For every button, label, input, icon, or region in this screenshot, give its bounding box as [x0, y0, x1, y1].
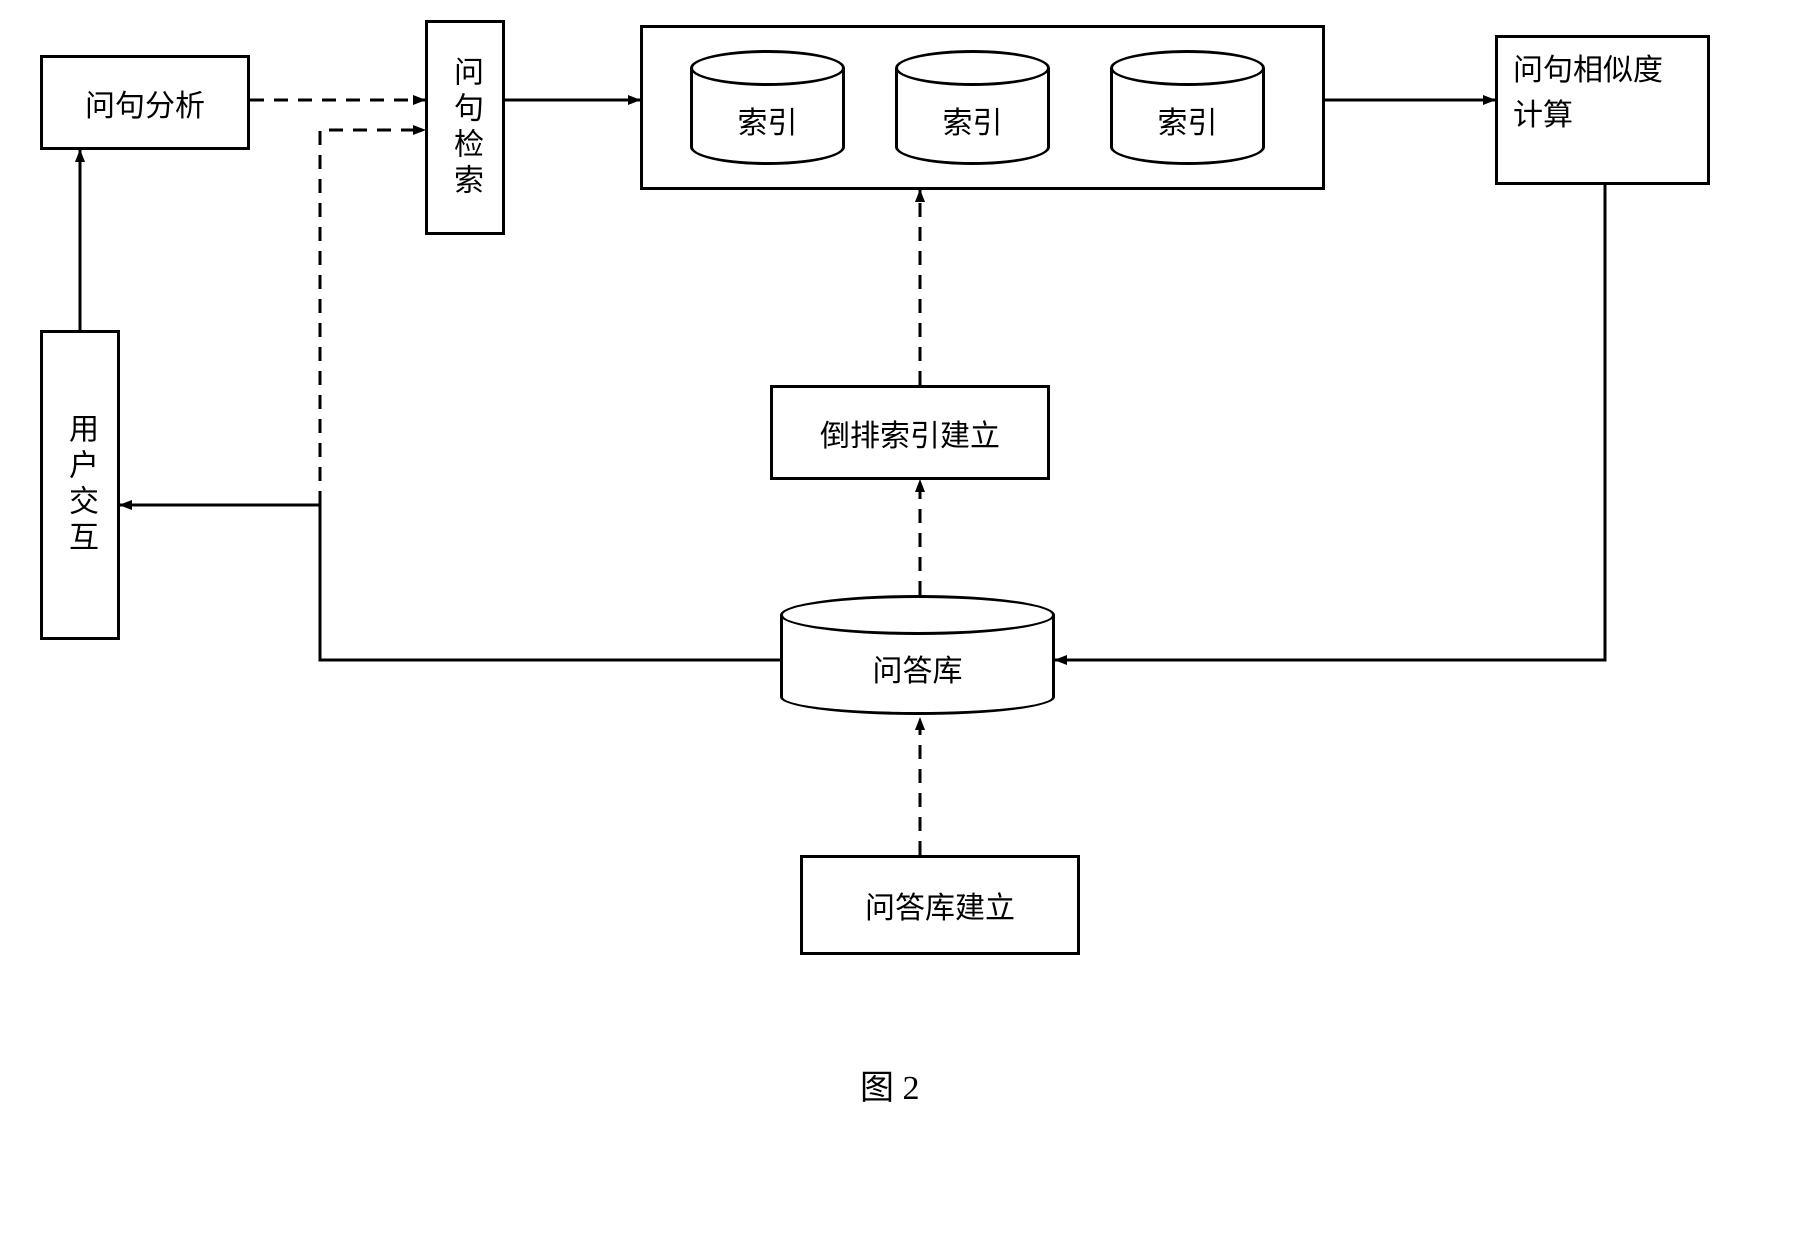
label-qa-db: 问答库: [873, 646, 963, 690]
edge-qadb-to-user: [120, 505, 780, 660]
label-question-retrieval: 问句检索: [443, 56, 487, 200]
figure-caption: 图 2: [860, 1060, 920, 1109]
node-similarity-calc: 问句相似度计算: [1495, 35, 1710, 185]
diagram-canvas: 用户交互 问句分析 问句检索 索引 索引 索引 问句相似度计算 倒排索引建立: [0, 0, 1793, 1234]
label-index-3: 索引: [1158, 98, 1218, 142]
label-similarity-calc: 问句相似度计算: [1513, 48, 1692, 138]
label-qa-db-build: 问答库建立: [865, 883, 1015, 927]
node-qa-db: 问答库: [780, 595, 1055, 715]
edge-branch-to-retrieval: [320, 130, 425, 505]
node-question-retrieval: 问句检索: [425, 20, 505, 235]
node-question-analysis: 问句分析: [40, 55, 250, 150]
edge-similarity-to-qadb: [1055, 185, 1605, 660]
node-qa-db-build: 问答库建立: [800, 855, 1080, 955]
label-index-1: 索引: [738, 98, 798, 142]
label-question-analysis: 问句分析: [85, 81, 205, 125]
node-index-1: 索引: [690, 50, 845, 165]
label-inverted-index: 倒排索引建立: [820, 411, 1000, 455]
node-index-3: 索引: [1110, 50, 1265, 165]
label-index-2: 索引: [943, 98, 1003, 142]
node-inverted-index: 倒排索引建立: [770, 385, 1050, 480]
label-user-interaction: 用户交互: [58, 413, 102, 557]
node-user-interaction: 用户交互: [40, 330, 120, 640]
node-index-2: 索引: [895, 50, 1050, 165]
